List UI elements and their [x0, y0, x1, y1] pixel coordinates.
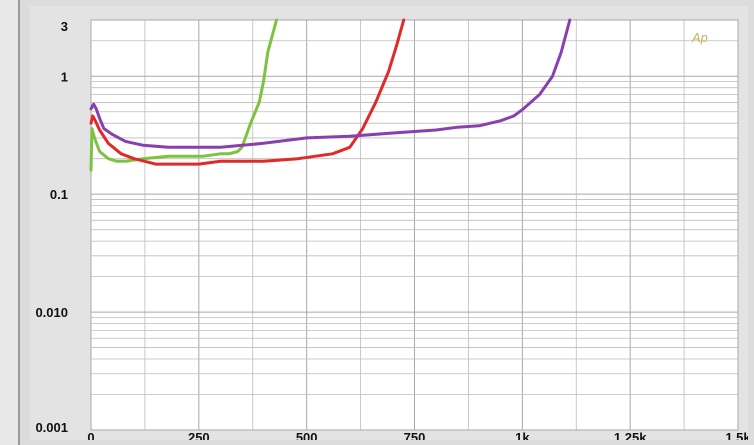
x-tick-label: 1k — [515, 430, 530, 440]
y-tick-label: 0.1 — [50, 187, 68, 202]
y-tick-label: 1 — [61, 69, 68, 84]
x-tick-label: 1.25k — [614, 430, 647, 440]
series-line-3 — [89, 18, 572, 149]
y-tick-label: 0.001 — [35, 420, 68, 435]
watermark-logo: Ap — [691, 30, 708, 45]
x-axis-tick-labels: 0 250 500 750 1k 1.25k 1.5k — [87, 430, 748, 440]
chart-panel: 0 250 500 750 1k 1.25k 1.5k 3 1 0.1 0.010 0.001 Ap — [30, 6, 748, 440]
y-tick-label: 3 — [61, 19, 68, 34]
x-tick-label: 750 — [404, 430, 426, 440]
series-line-1 — [89, 18, 278, 172]
y-axis-tick-labels: 3 1 0.1 0.010 0.001 — [35, 19, 68, 435]
series-layer — [89, 18, 572, 172]
left-border-strip — [0, 0, 20, 445]
grid-lines — [90, 19, 739, 431]
x-tick-label: 1.5k — [725, 430, 748, 440]
x-tick-label: 0 — [87, 430, 94, 440]
series-line-2 — [89, 18, 406, 166]
x-tick-label: 500 — [296, 430, 318, 440]
y-tick-label: 0.010 — [35, 305, 68, 320]
x-tick-label: 250 — [188, 430, 210, 440]
line-chart: 0 250 500 750 1k 1.25k 1.5k 3 1 0.1 0.010 0.001 Ap — [35, 18, 748, 440]
